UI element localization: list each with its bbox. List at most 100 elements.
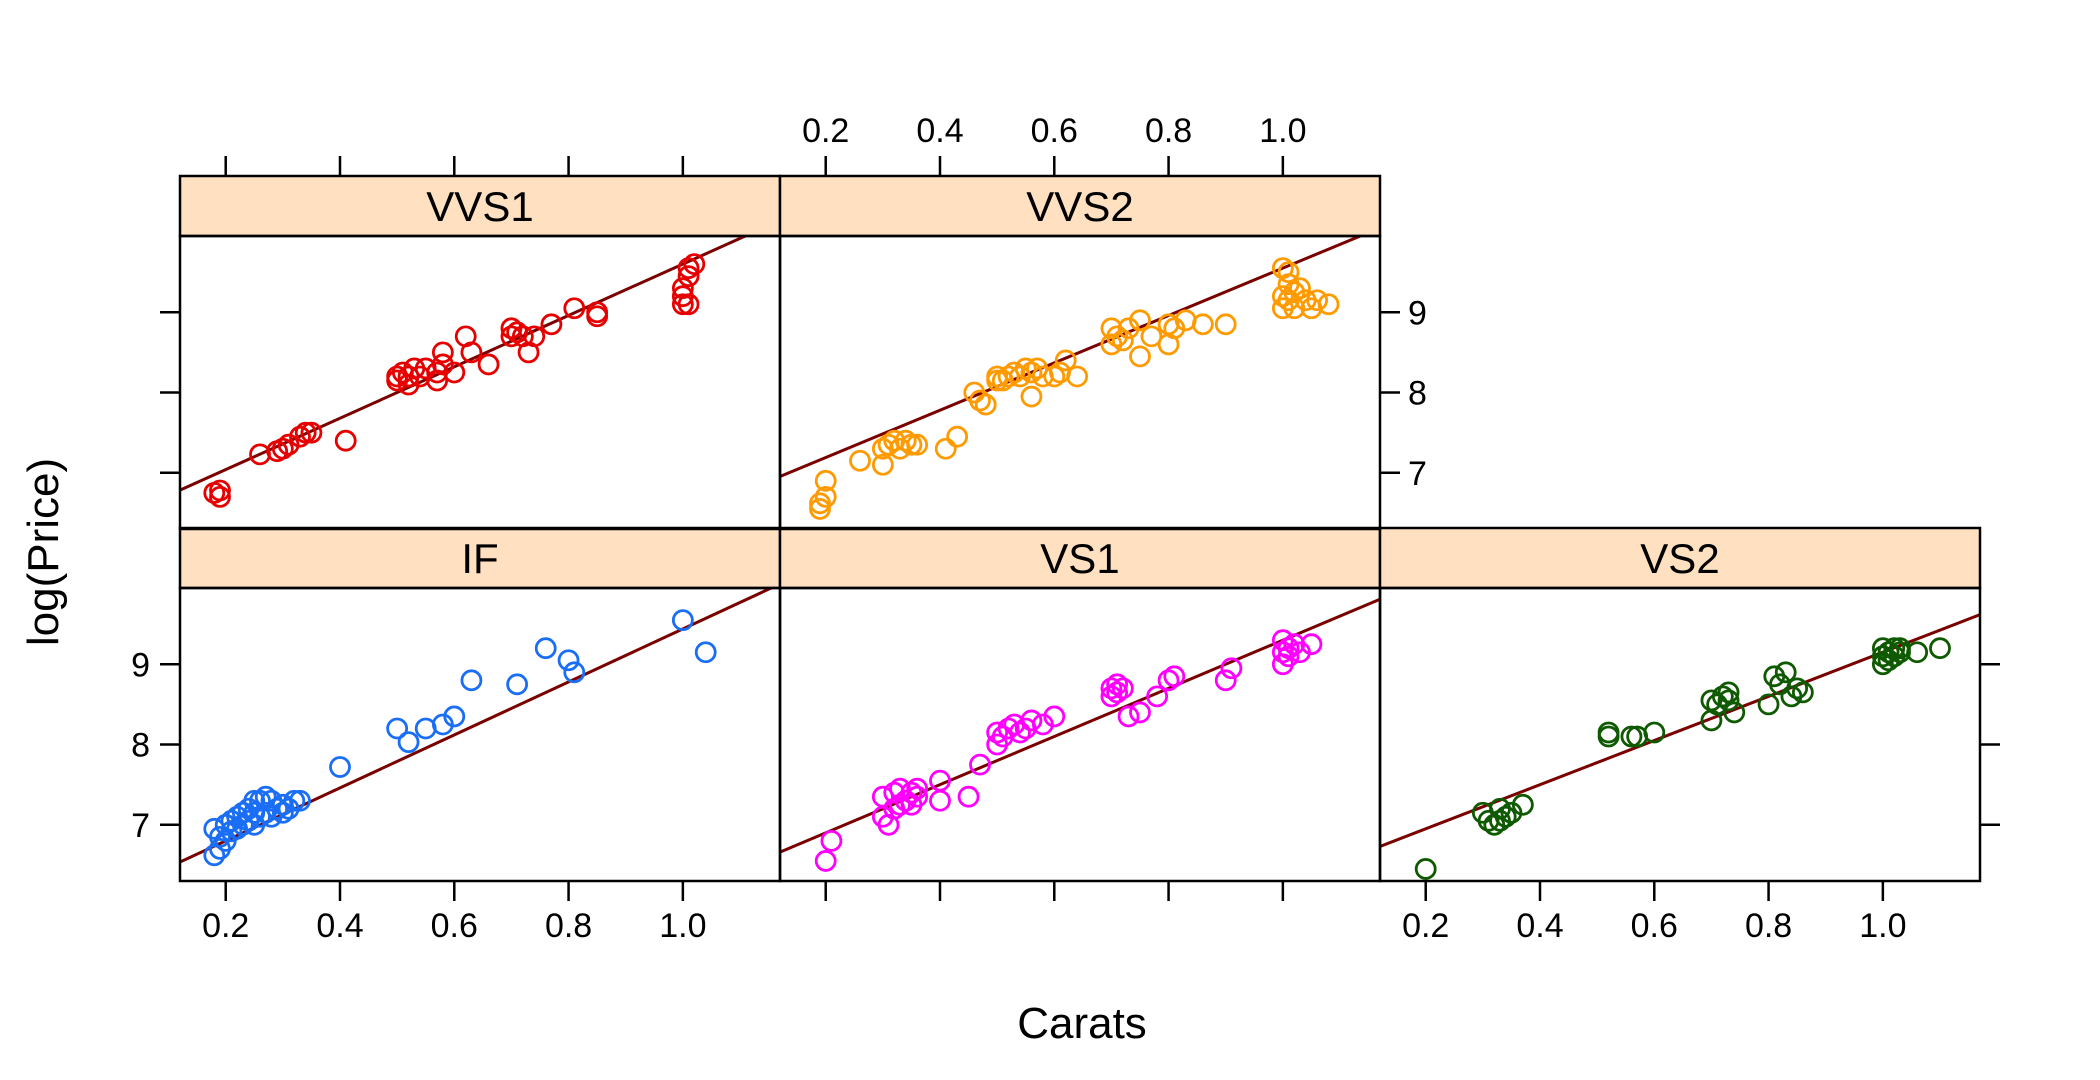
x-tick-label: 0.4 <box>316 907 363 945</box>
y-tick-label: 9 <box>131 646 150 684</box>
data-point <box>1700 689 1723 712</box>
data-point <box>1929 637 1951 660</box>
data-point <box>1786 677 1809 700</box>
axes: 0.2 0.4 0.6 0.8 1.0 0.2 0.4 0.6 0.8 1.0 0.2 0.4 0.6 0… <box>131 112 2000 945</box>
data-point <box>1774 661 1797 684</box>
data-point <box>900 781 923 804</box>
data-point <box>209 825 231 848</box>
data-point <box>557 649 580 672</box>
data-point <box>1317 293 1340 316</box>
data-point <box>1300 633 1323 656</box>
x-tick-label: 1.0 <box>659 907 706 945</box>
data-point <box>534 637 557 660</box>
data-point <box>986 721 1009 744</box>
panel-frame-if <box>178 586 782 883</box>
strip-label-vvs1: VVS1 <box>426 183 533 230</box>
data-point <box>289 425 311 448</box>
data-point <box>934 437 957 460</box>
data-point <box>563 297 586 320</box>
data-point <box>289 789 311 812</box>
data-point <box>271 801 294 824</box>
data-point <box>871 453 894 476</box>
data-point <box>563 661 586 684</box>
data-point <box>1711 685 1734 708</box>
x-tick-label: 0.4 <box>1516 907 1563 945</box>
x-tick-label: 1.0 <box>1259 112 1306 150</box>
data-point <box>443 361 466 384</box>
data-point <box>1494 805 1517 828</box>
data-point <box>1129 701 1151 724</box>
data-point <box>820 829 843 852</box>
y-tick-label: 8 <box>131 727 150 765</box>
data-point <box>500 325 523 348</box>
data-point <box>871 785 894 808</box>
strip-label-vs1: VS1 <box>1040 535 1119 582</box>
data-point <box>997 717 1020 740</box>
data-point <box>694 641 717 664</box>
data-point <box>969 389 991 412</box>
x-tick-label: 0.4 <box>916 112 963 150</box>
data-point <box>1289 277 1311 300</box>
data-point <box>849 449 871 472</box>
strip-vs1 <box>778 526 1382 590</box>
data-point <box>906 433 929 456</box>
data-point <box>1129 345 1151 368</box>
data-point <box>677 293 700 316</box>
data-point <box>1511 793 1534 816</box>
data-point <box>1597 725 1620 748</box>
data-point <box>1146 685 1169 708</box>
data-point <box>1277 261 1300 284</box>
data-point <box>997 365 1020 388</box>
x-axis-title: Carats <box>1017 999 1147 1048</box>
data-point <box>1043 365 1066 388</box>
plot-area-vs2 <box>1380 613 1980 880</box>
data-point <box>929 789 951 812</box>
data-point <box>254 785 277 808</box>
panel-vvs2: VVS2 <box>778 174 1382 531</box>
y-tick-label: 7 <box>1408 455 1427 493</box>
fit-line-vvs2 <box>780 236 1365 478</box>
strip-vs2 <box>1378 526 1982 590</box>
data-point <box>209 479 231 502</box>
data-point <box>1717 689 1740 712</box>
data-point <box>460 669 483 692</box>
panel-frame-vvs2 <box>778 234 1382 531</box>
data-point <box>1220 657 1243 680</box>
data-point <box>1191 313 1214 336</box>
x-tick-label: 0.6 <box>1631 907 1678 945</box>
x-tick-label: 0.6 <box>1031 112 1078 150</box>
data-point <box>1106 681 1129 704</box>
data-point <box>294 421 317 444</box>
data-point <box>1163 665 1186 688</box>
x-tick-label: 0.2 <box>1402 907 1449 945</box>
x-tick-label: 0.6 <box>431 907 478 945</box>
data-point <box>906 777 929 800</box>
data-point <box>671 609 694 632</box>
data-point <box>397 731 420 754</box>
panel-grid: IF VS1 VS2 VVS1 VVS2 0.2 0.4 0.6 0.8 1.0 0.2 0.4 0.6… <box>131 112 2000 945</box>
data-point <box>386 717 409 740</box>
y-tick-label: 9 <box>1408 294 1427 332</box>
data-point <box>334 429 357 452</box>
strip-if <box>178 526 782 590</box>
data-point <box>300 421 323 444</box>
data-point <box>283 789 306 812</box>
data-point <box>431 341 454 364</box>
data-point <box>1009 721 1031 744</box>
data-point <box>889 793 911 816</box>
x-tick-label: 0.8 <box>1745 907 1792 945</box>
data-point <box>1003 361 1026 384</box>
data-point <box>1066 365 1089 388</box>
data-point <box>1214 313 1237 336</box>
x-tick-label: 0.2 <box>202 907 249 945</box>
y-axis-title: log(Price) <box>19 458 68 646</box>
data-point <box>1111 677 1134 700</box>
data-point <box>1620 725 1643 748</box>
data-point <box>1014 357 1037 380</box>
data-point <box>1906 641 1929 664</box>
plot-area-if <box>180 588 775 867</box>
data-point <box>460 341 483 364</box>
data-point <box>969 753 991 776</box>
data-point <box>814 469 837 492</box>
data-point <box>1111 329 1134 352</box>
